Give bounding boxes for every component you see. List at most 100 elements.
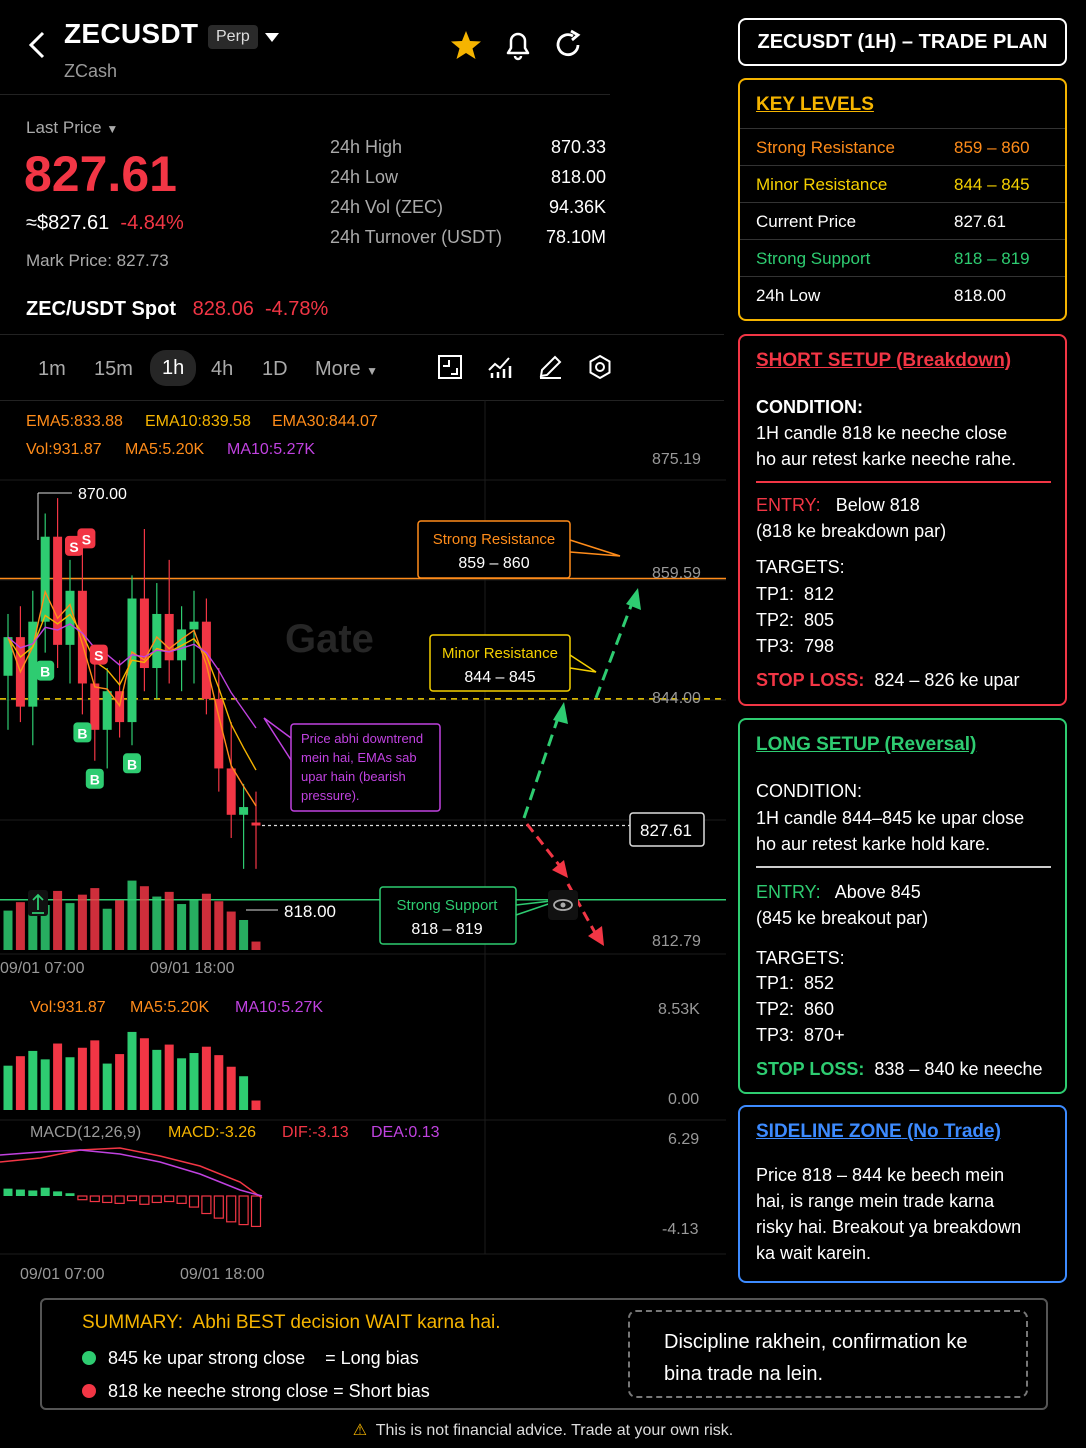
low-marker-text: 818.00 xyxy=(284,902,336,921)
note-line: Price abhi downtrend xyxy=(301,731,423,746)
volume-bar xyxy=(226,911,236,950)
chart-settings-icon[interactable] xyxy=(437,354,463,380)
tab-15m[interactable]: 15m xyxy=(94,358,133,380)
macd-bar xyxy=(164,1195,175,1203)
header-divider xyxy=(0,94,610,95)
condition-line: 1H candle 818 ke neeche close xyxy=(756,423,1008,443)
green-dot-icon xyxy=(82,1351,96,1365)
macd-histogram xyxy=(3,1187,262,1228)
sideline-zone-panel: SIDELINE ZONE (No Trade) Price 818 – 844… xyxy=(738,1105,1067,1283)
volume-bar xyxy=(189,899,199,950)
ma10-label: MA10:5.27K xyxy=(227,441,316,458)
draw-pencil-icon[interactable] xyxy=(537,354,563,380)
sideline-line: risky hai. Breakout ya breakdown xyxy=(756,1217,1022,1237)
volume-bar xyxy=(214,901,224,950)
tab-1d[interactable]: 1D xyxy=(262,358,288,380)
marker-label: B xyxy=(127,756,137,772)
ema5-label: EMA5:833.88 xyxy=(26,413,123,430)
long-setup-heading: LONG SETUP (Reversal) xyxy=(756,734,977,755)
entry-line: ENTRY: Above 845 xyxy=(756,882,921,902)
chevron-down-icon[interactable] xyxy=(265,33,279,42)
refresh-icon[interactable] xyxy=(553,28,585,62)
short-bias-line: 818 ke neeche strong close = Short bias xyxy=(82,1381,430,1402)
ema30-label: EMA30:844.07 xyxy=(272,413,378,430)
macd-bar xyxy=(114,1195,125,1204)
spot-ticker[interactable]: ZEC/USDT Spot 828.06 -4.78% xyxy=(26,298,329,320)
volume-bar xyxy=(239,1076,249,1110)
volume-bar xyxy=(77,894,87,950)
sell-marker xyxy=(89,644,108,665)
macd-bar xyxy=(201,1195,212,1215)
bullish-scenario-arrow xyxy=(522,588,641,819)
volume-bar xyxy=(251,941,261,950)
key-level-row: Current Price 827.61 xyxy=(740,202,1065,239)
mark-price: Mark Price: 827.73 xyxy=(26,251,169,270)
key-level-value: 818.00 xyxy=(954,286,1006,305)
volume-bar xyxy=(102,1063,112,1110)
macd-bar xyxy=(89,1195,100,1203)
macd-bar xyxy=(226,1195,237,1223)
stop-loss-line: STOP LOSS: 824 – 826 ke upar xyxy=(756,670,1020,690)
macd-bar xyxy=(151,1195,162,1204)
marker-label: B xyxy=(77,725,87,741)
macd-bar xyxy=(15,1189,25,1196)
tab-1h[interactable]: 1h xyxy=(150,350,197,386)
candle-body xyxy=(139,598,149,669)
gear-icon[interactable] xyxy=(587,354,613,380)
macd-bar xyxy=(238,1195,249,1226)
condition-line: ho aur retest karke neeche rahe. xyxy=(756,449,1017,469)
star-icon[interactable] xyxy=(450,28,482,62)
volume-bar xyxy=(90,888,100,950)
vol-label: Vol:931.87 xyxy=(30,999,106,1016)
tab-1m[interactable]: 1m xyxy=(38,358,66,380)
tab-4h[interactable]: 4h xyxy=(211,358,234,380)
target-line: TP2: 805 xyxy=(756,610,835,630)
volume-bar xyxy=(40,904,50,950)
marker-label: S xyxy=(82,531,91,547)
callout-range: 859 – 860 xyxy=(458,555,529,572)
usd-price: ≈$827.61 -4.84% xyxy=(26,212,184,234)
minor-resistance-callout: Minor Resistance 844 – 845 xyxy=(429,634,597,692)
condition-label: CONDITION: xyxy=(756,781,862,801)
volume-series xyxy=(3,880,261,1110)
volume-bar xyxy=(15,1056,25,1110)
last-price-label[interactable]: Last Price ▼ xyxy=(26,118,119,137)
time-axis-label: 09/01 07:00 xyxy=(0,960,85,977)
contract-type-badge: Perp xyxy=(208,25,258,49)
candle-body xyxy=(40,536,50,622)
tab-more[interactable]: More ▼ xyxy=(315,358,379,380)
strong-resistance-callout: Strong Resistance 859 – 860 xyxy=(417,520,621,579)
candle-body xyxy=(65,590,75,645)
bell-icon[interactable] xyxy=(502,28,534,62)
volume-bar xyxy=(139,1038,149,1110)
current-price-tag xyxy=(629,812,705,847)
back-icon[interactable] xyxy=(26,30,48,60)
volume-bar xyxy=(28,1050,38,1110)
candle-body xyxy=(226,768,236,815)
volume-bar xyxy=(164,891,174,950)
stat-label: 24h Low xyxy=(330,167,399,187)
candle-body xyxy=(201,621,211,699)
time-axis-label: 09/01 18:00 xyxy=(180,1266,265,1283)
red-dot-icon xyxy=(82,1384,96,1398)
candlestick-series xyxy=(3,498,261,869)
target-line: TP1: 812 xyxy=(756,584,835,604)
key-level-value: 844 – 845 xyxy=(954,175,1030,194)
macd-bar xyxy=(176,1195,187,1204)
candle-body xyxy=(102,691,112,730)
key-level-label: Minor Resistance xyxy=(756,175,888,194)
indicators-icon[interactable] xyxy=(487,354,513,380)
target-line: TP3: 870+ xyxy=(756,1025,845,1045)
condition-label: CONDITION: xyxy=(756,397,863,417)
price-axis-label: 812.79 xyxy=(652,933,701,950)
disclaimer: ⚠ This is not financial advice. Trade at… xyxy=(352,1422,734,1439)
volume-axis-label: 8.53K xyxy=(658,1001,700,1018)
buy-marker xyxy=(36,660,55,681)
volume-bar xyxy=(177,1058,187,1110)
eye-icon xyxy=(548,890,578,920)
long-setup-panel: LONG SETUP (Reversal) CONDITION: 1H cand… xyxy=(738,718,1067,1094)
coin-name: ZCash xyxy=(64,61,118,81)
candle-body xyxy=(28,621,38,707)
summary-heading: SUMMARY: Abhi BEST decision WAIT karna h… xyxy=(82,1312,501,1333)
